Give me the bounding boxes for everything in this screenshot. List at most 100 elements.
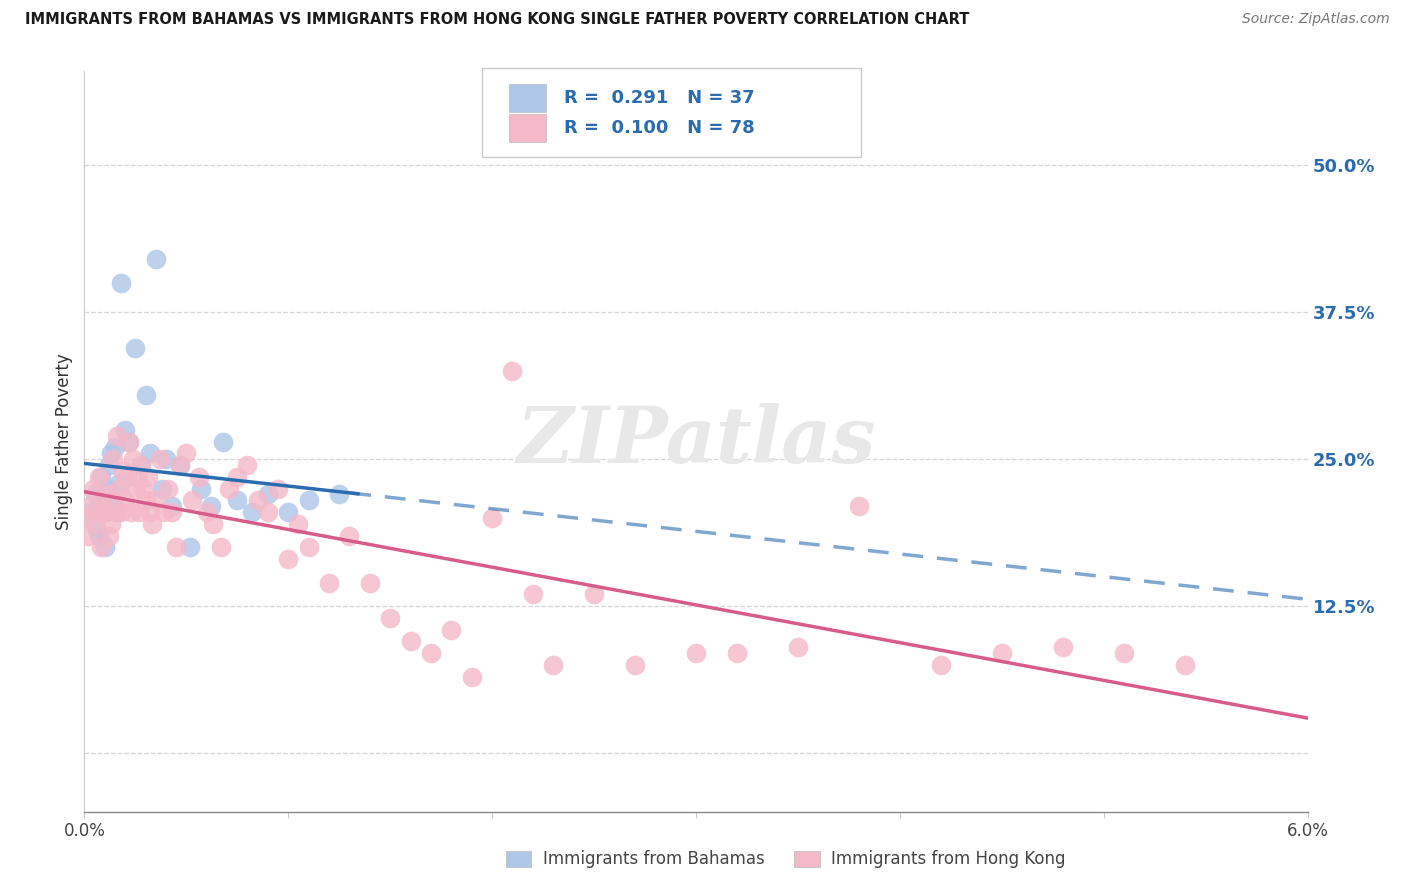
Point [108,482,131,496]
Point [1114,646,1136,660]
Point [93,505,115,519]
Text: Immigrants from Bahamas: Immigrants from Bahamas [543,850,765,868]
Point [83,487,105,501]
Point [101,452,124,467]
Point [149,452,172,467]
Point [153,505,176,519]
Point [461,669,484,683]
Point [75,511,97,525]
Point [169,458,191,472]
Point [112,464,135,478]
Point [190,482,212,496]
Text: R =  0.100   N = 78: R = 0.100 N = 78 [564,119,755,136]
Point [110,276,132,290]
Point [77,528,100,542]
Point [339,528,361,542]
Point [246,493,269,508]
Point [110,505,132,519]
Point [156,482,179,496]
Point [104,505,127,519]
Text: Immigrants from Hong Kong: Immigrants from Hong Kong [831,850,1066,868]
Point [174,446,197,460]
Point [145,493,167,508]
Text: Source: ZipAtlas.com: Source: ZipAtlas.com [1241,12,1389,26]
Point [96,487,118,501]
Point [120,505,142,519]
Point [87,470,110,484]
Point [257,487,280,501]
FancyBboxPatch shape [509,84,546,112]
Text: R =  0.291   N = 37: R = 0.291 N = 37 [564,89,755,107]
Point [236,458,259,472]
Point [114,423,136,437]
Point [277,505,299,519]
Point [181,493,204,508]
Point [481,511,503,525]
Point [522,587,544,601]
Point [848,499,870,513]
Point [420,646,443,660]
Point [685,646,707,660]
Point [160,499,183,513]
Point [218,482,240,496]
Point [97,458,120,472]
Point [135,493,157,508]
Point [141,516,163,531]
Point [131,458,153,472]
Point [79,505,101,519]
Point [929,657,952,672]
Point [359,575,381,590]
Point [440,623,463,637]
Point [187,470,209,484]
Point [79,499,101,513]
Point [267,482,290,496]
Point [145,252,167,267]
Text: IMMIGRANTS FROM BAHAMAS VS IMMIGRANTS FROM HONG KONG SINGLE FATHER POVERTY CORRE: IMMIGRANTS FROM BAHAMAS VS IMMIGRANTS FR… [25,12,970,27]
Point [132,482,155,496]
Point [138,446,160,460]
Point [104,441,127,455]
Point [624,657,647,672]
Point [82,482,104,496]
Point [583,587,606,601]
Point [209,541,232,555]
Point [502,364,524,378]
Point [1174,657,1197,672]
Point [90,470,112,484]
Point [118,434,141,449]
Point [277,552,299,566]
Point [160,505,183,519]
Point [399,634,422,648]
Point [87,528,110,542]
Point [114,493,136,508]
Point [257,505,280,519]
Point [100,516,122,531]
Point [91,499,114,513]
Point [165,541,187,555]
Point [226,493,249,508]
Point [155,452,177,467]
Point [787,640,810,655]
Text: ZIPatlas: ZIPatlas [516,403,876,480]
Point [93,541,115,555]
Point [131,458,153,472]
Point [136,470,159,484]
Point [105,505,128,519]
Point [108,475,131,490]
Point [195,505,218,519]
Y-axis label: Single Father Poverty: Single Father Poverty [55,353,73,530]
Point [97,528,120,542]
Point [135,387,157,401]
Point [200,499,222,513]
Point [287,516,309,531]
Point [128,505,150,519]
Point [127,470,149,484]
Point [105,428,128,442]
Point [212,434,235,449]
Point [150,482,173,496]
Point [118,434,141,449]
Point [298,493,321,508]
Point [328,487,350,501]
FancyBboxPatch shape [482,68,860,156]
Point [124,341,146,355]
